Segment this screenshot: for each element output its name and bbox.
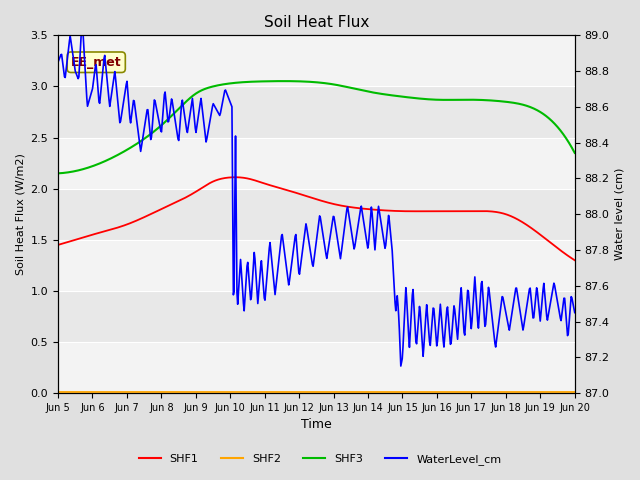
Bar [58, 36, 575, 86]
Bar [58, 342, 575, 393]
X-axis label: Time: Time [301, 419, 332, 432]
Legend: SHF1, SHF2, SHF3, WaterLevel_cm: SHF1, SHF2, SHF3, WaterLevel_cm [134, 450, 506, 469]
Title: Soil Heat Flux: Soil Heat Flux [264, 15, 369, 30]
Bar [58, 138, 575, 189]
Y-axis label: Water level (cm): Water level (cm) [615, 168, 625, 261]
Text: EE_met: EE_met [71, 56, 122, 69]
Y-axis label: Soil Heat Flux (W/m2): Soil Heat Flux (W/m2) [15, 153, 25, 275]
Bar [58, 240, 575, 291]
